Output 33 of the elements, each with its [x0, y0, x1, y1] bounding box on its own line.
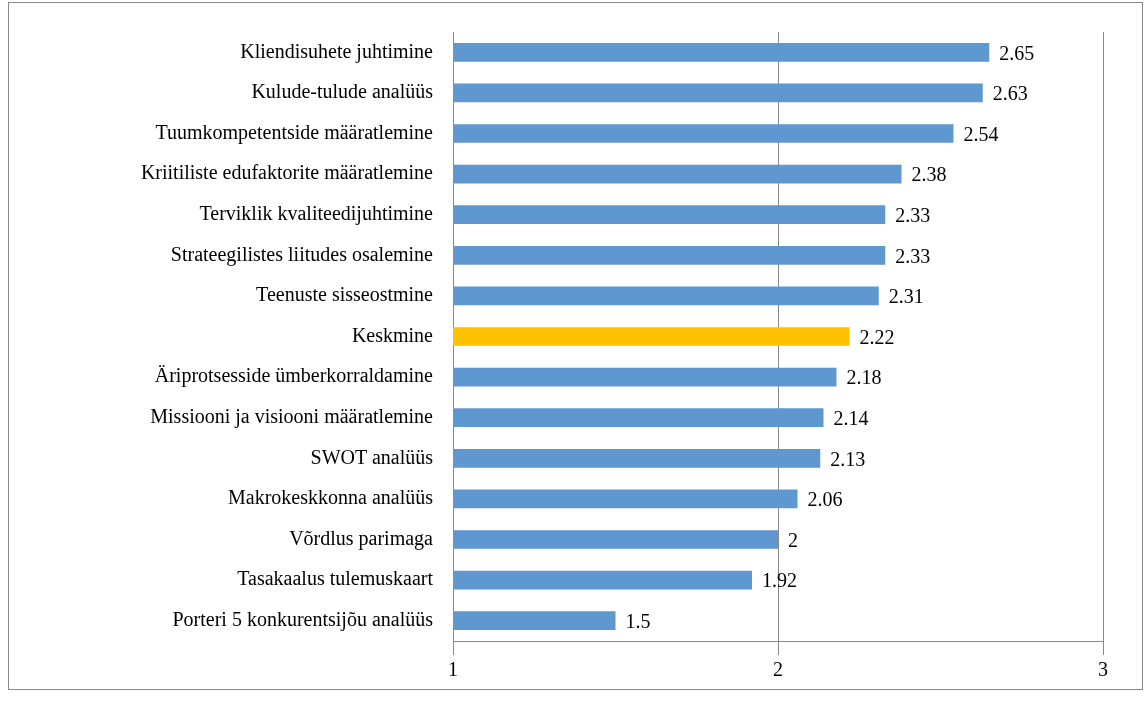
data-label: 2.33	[895, 203, 931, 226]
y-tick-label: Keskmine	[351, 323, 434, 346]
data-label: 2.63	[992, 82, 1028, 105]
y-tick-label: Tasakaalus tulemuskaart	[237, 567, 434, 590]
x-tick-label: 2	[773, 658, 783, 681]
y-tick-label: Strateegilistes liitudes osalemine	[170, 242, 434, 266]
data-label: 2.18	[846, 366, 882, 389]
data-label: 2	[788, 528, 798, 551]
y-tick-label: Terviklik kvaliteedijuhtimine	[199, 201, 434, 225]
y-tick-label: Teenuste sisseostmine	[256, 283, 434, 306]
y-tick-label: Missiooni ja visiooni määratlemine	[150, 404, 434, 428]
data-label: 2.06	[807, 488, 843, 511]
y-tick-label: Kliendisuhete juhtimine	[240, 39, 434, 63]
data-label: 2.31	[888, 285, 924, 308]
data-label: 1.92	[762, 569, 797, 592]
data-label: 2.14	[833, 406, 869, 429]
x-tick-label: 3	[1098, 658, 1108, 681]
data-label: 2.33	[895, 244, 931, 267]
y-tick-label: Kriitiliste edufaktorite määratlemine	[140, 161, 434, 184]
y-tick-label: SWOT analüüs	[310, 445, 434, 468]
x-tick-label: 1	[448, 658, 458, 681]
data-label: 2.13	[830, 447, 866, 470]
data-label: 2.38	[911, 163, 947, 186]
data-label: 2.65	[999, 41, 1035, 64]
data-label: 2.22	[859, 325, 895, 348]
y-tick-label: Porteri 5 konkurentsijõu analüüs	[172, 607, 434, 631]
y-tick-label: Makrokeskkonna analüüs	[228, 486, 434, 509]
data-label: 2.54	[963, 122, 999, 145]
y-tick-label: Äriprotsesside ümberkorraldamine	[154, 364, 434, 388]
y-tick-label: Tuumkompetentside määratlemine	[155, 120, 434, 144]
data-label: 1.5	[625, 609, 651, 632]
y-tick-label: Kulude-tulude analüüs	[251, 80, 434, 103]
y-tick-label: Võrdlus parimaga	[289, 526, 434, 550]
